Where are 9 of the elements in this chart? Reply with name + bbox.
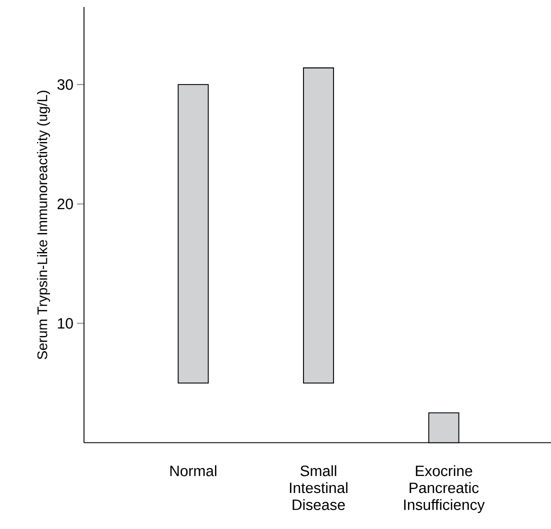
x-tick-label: Exocrine Pancreatic Insufficiency <box>404 465 485 514</box>
bar <box>303 67 334 384</box>
bar <box>178 84 209 384</box>
y-tick-label: 30 <box>57 79 73 90</box>
x-tick-label: Small Intestinal Disease <box>290 465 348 510</box>
y-tick-label: 10 <box>58 318 73 329</box>
y-tick-label: 20 <box>58 198 73 210</box>
y-axis-title: Serum Trypsin-Like Immunoreactivity (ug/L) <box>37 90 50 360</box>
x-tick-label: Normal <box>170 465 216 476</box>
